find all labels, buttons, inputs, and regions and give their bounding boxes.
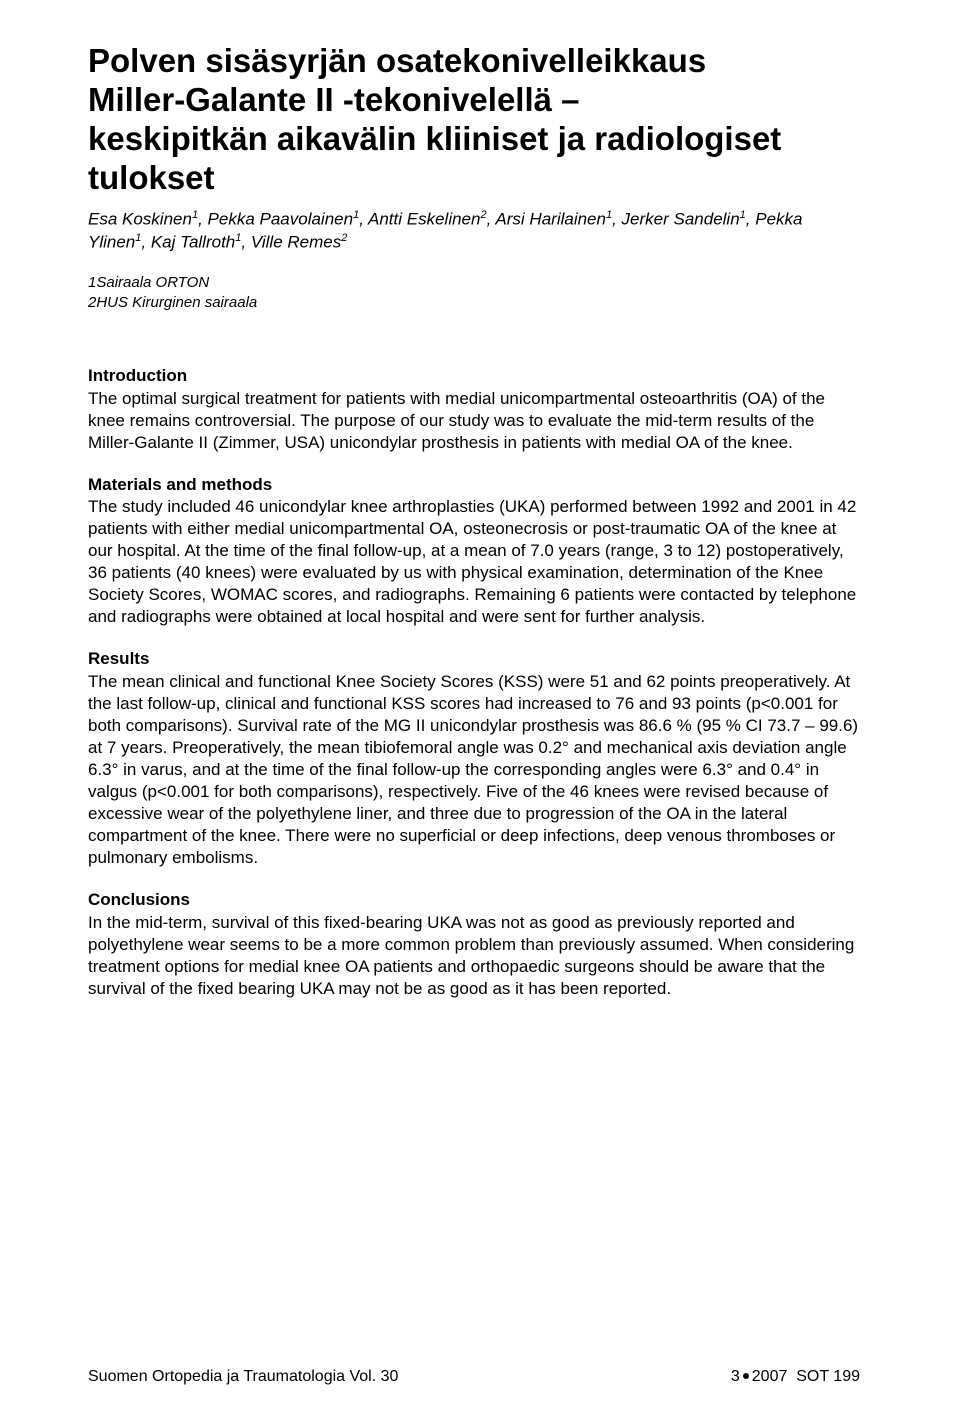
footer-year: 2007 bbox=[752, 1368, 788, 1385]
title-line-1: Polven sisäsyrjän osatekonivelleikkaus bbox=[88, 42, 706, 79]
section-introduction: Introduction The optimal surgical treatm… bbox=[88, 365, 860, 453]
journal-page: Polven sisäsyrjän osatekonivelleikkaus M… bbox=[0, 0, 960, 1416]
body-results: The mean clinical and functional Knee So… bbox=[88, 671, 860, 870]
footer-journal: Suomen Ortopedia ja Traumatologia Vol. 3… bbox=[88, 1368, 398, 1386]
footer-issue: 3 bbox=[731, 1368, 740, 1385]
body-introduction: The optimal surgical treatment for patie… bbox=[88, 388, 860, 454]
affiliation-2: 2HUS Kirurginen sairaala bbox=[88, 294, 257, 311]
affiliation-1: 1Sairaala ORTON bbox=[88, 274, 209, 291]
author-list: Esa Koskinen1, Pekka Paavolainen1, Antti… bbox=[88, 208, 860, 255]
footer-page-label: SOT 199 bbox=[796, 1368, 860, 1385]
heading-results: Results bbox=[88, 648, 860, 670]
heading-methods: Materials and methods bbox=[88, 474, 860, 496]
body-methods: The study included 46 unicondylar knee a… bbox=[88, 496, 860, 629]
body-conclusions: In the mid-term, survival of this fixed-… bbox=[88, 912, 860, 1000]
heading-conclusions: Conclusions bbox=[88, 889, 860, 911]
bullet-icon bbox=[743, 1373, 749, 1379]
section-methods: Materials and methods The study included… bbox=[88, 474, 860, 629]
heading-introduction: Introduction bbox=[88, 365, 860, 387]
section-conclusions: Conclusions In the mid-term, survival of… bbox=[88, 889, 860, 999]
footer-issue-page: 3 2007 SOT 199 bbox=[731, 1368, 860, 1386]
title-line-3: keskipitkän aikavälin kliiniset ja radio… bbox=[88, 120, 781, 196]
title-line-2: Miller-Galante II -tekonivelellä – bbox=[88, 81, 580, 118]
affiliations: 1Sairaala ORTON 2HUS Kirurginen sairaala bbox=[88, 273, 860, 314]
page-footer: Suomen Ortopedia ja Traumatologia Vol. 3… bbox=[88, 1368, 860, 1386]
section-results: Results The mean clinical and functional… bbox=[88, 648, 860, 869]
article-title: Polven sisäsyrjän osatekonivelleikkaus M… bbox=[88, 42, 860, 198]
